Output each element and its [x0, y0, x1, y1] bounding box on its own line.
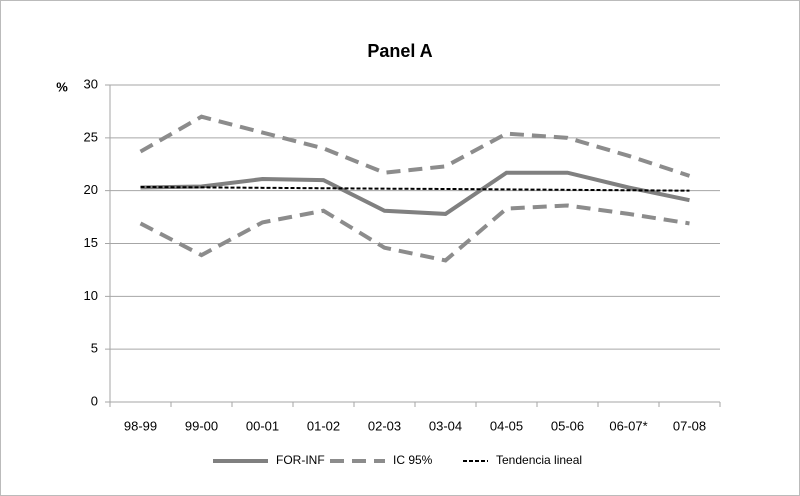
x-tick-label: 04-05: [490, 418, 523, 433]
x-tick-label: 99-00: [185, 418, 218, 433]
x-tick-label: 00-01: [246, 418, 279, 433]
y-tick-label: 15: [84, 235, 98, 250]
y-tick-label: 0: [91, 393, 98, 408]
y-tick-label: 10: [84, 288, 98, 303]
series-line: [139, 114, 691, 178]
legend-label: Tendencia lineal: [496, 453, 582, 467]
series-line: [140, 185, 690, 192]
x-tick-label: 06-07*: [609, 418, 647, 433]
x-tick-label: 98-99: [124, 418, 157, 433]
x-tick-label: 03-04: [429, 418, 462, 433]
x-tick-label: 02-03: [368, 418, 401, 433]
chart-title: Panel A: [367, 41, 432, 61]
y-tick-label: 5: [91, 341, 98, 356]
legend-label: FOR-INF: [276, 453, 325, 467]
y-tick-label: 25: [84, 129, 98, 144]
series-line: [140, 170, 690, 216]
x-tick-label: 05-06: [551, 418, 584, 433]
y-tick-label: 30: [84, 76, 98, 91]
x-tick-label: 01-02: [307, 418, 340, 433]
x-tick-label: 07-08: [673, 418, 706, 433]
legend-label: IC 95%: [393, 453, 433, 467]
y-tick-label: 20: [84, 182, 98, 197]
y-axis-label: %: [56, 79, 68, 94]
